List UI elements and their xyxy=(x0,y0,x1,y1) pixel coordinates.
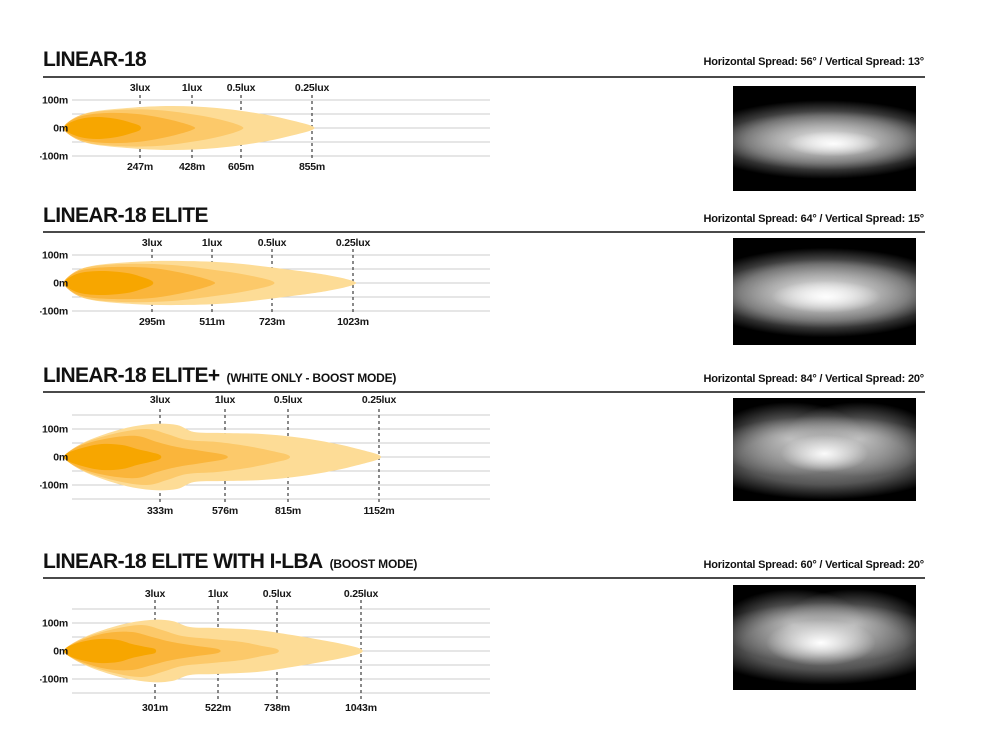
spread-info: Horizontal Spread: 60° / Vertical Spread… xyxy=(703,559,925,571)
y-axis-label: 100m xyxy=(42,424,68,436)
product-subtitle: (WHITE ONLY - BOOST MODE) xyxy=(226,371,397,385)
beam-layer-1lux xyxy=(63,631,221,671)
y-axis-label: -100m xyxy=(40,306,68,318)
beam-layer-3lux xyxy=(64,117,141,139)
y-axis-label: 100m xyxy=(42,95,68,107)
divider xyxy=(43,76,925,78)
distance-label: 301m xyxy=(142,702,168,714)
beam-distance-chart: 3lux 1lux 0.5lux 0.25lux 247m 428m 605m 855m 100… xyxy=(39,82,510,175)
y-axis-label: -100m xyxy=(40,151,68,163)
product-title: LINEAR-18 ELITE+ (WHITE ONLY - BOOST MODE… xyxy=(43,364,396,388)
lux-label: 0.25lux xyxy=(344,588,379,600)
spread-info: Horizontal Spread: 56° / Vertical Spread… xyxy=(703,56,925,68)
distance-label: 738m xyxy=(264,702,290,714)
y-axis-label: 100m xyxy=(42,250,68,262)
lux-label: 0.25lux xyxy=(362,394,397,406)
beam-layer-3lux xyxy=(63,443,162,471)
distance-label: 522m xyxy=(205,702,231,714)
distance-label: 1023m xyxy=(337,316,369,328)
y-axis-label: 0m xyxy=(53,278,68,290)
distance-label: 1043m xyxy=(345,702,377,714)
distance-label: 1152m xyxy=(363,505,394,517)
beam-distance-chart: 3lux 1lux 0.5lux 0.25lux 333m 576m 815m 1152m 10… xyxy=(39,394,510,518)
spread-info: Horizontal Spread: 84° / Vertical Spread… xyxy=(703,373,925,385)
lux-label: 3lux xyxy=(145,588,166,600)
y-axis-label: -100m xyxy=(40,674,68,686)
distance-label: 333m xyxy=(147,505,173,517)
beam-layer-3lux xyxy=(64,271,154,295)
lux-label: 3lux xyxy=(150,394,171,406)
beam-layer-0.5lux xyxy=(63,624,279,678)
lux-label: 0.5lux xyxy=(263,588,292,600)
beam-chart-svg: 3lux 1lux 0.5lux 0.25lux 301m 522m 738m 1043m 10… xyxy=(39,588,490,714)
beam-layer-1lux xyxy=(63,435,228,479)
lux-label: 0.5lux xyxy=(258,237,287,249)
lux-label: 1lux xyxy=(215,394,236,406)
distance-label: 295m xyxy=(139,316,165,328)
divider xyxy=(43,577,925,579)
product-title: LINEAR-18 xyxy=(43,48,153,72)
distance-label: 428m xyxy=(179,161,205,173)
product-title-text: LINEAR-18 ELITE WITH I-LBA xyxy=(43,550,323,573)
y-axis-label: 0m xyxy=(53,646,68,658)
beam-layer-0.25lux xyxy=(63,619,363,683)
lux-label: 0.25lux xyxy=(295,83,330,94)
beam-pattern-image xyxy=(733,585,916,690)
product-title: LINEAR-18 ELITE xyxy=(43,204,215,228)
beam-chart-svg: 3lux 1lux 0.5lux 0.25lux 247m 428m 605m 855m 100… xyxy=(39,82,490,173)
lux-label: 0.25lux xyxy=(336,237,371,249)
spread-info: Horizontal Spread: 64° / Vertical Spread… xyxy=(703,213,925,225)
lux-label: 3lux xyxy=(142,237,163,249)
divider xyxy=(43,231,925,233)
distance-label: 855m xyxy=(299,161,325,173)
lux-label: 1lux xyxy=(182,83,203,94)
distance-label: 247m xyxy=(127,161,153,173)
product-title: LINEAR-18 ELITE WITH I-LBA (BOOST MODE) xyxy=(43,550,417,574)
beam-layer-0.25lux xyxy=(63,423,382,491)
lux-label: 1lux xyxy=(202,237,223,249)
beam-pattern-image xyxy=(733,86,916,191)
y-axis-label: 0m xyxy=(53,123,68,135)
beam-chart-svg: 3lux 1lux 0.5lux 0.25lux 333m 576m 815m 1152m 10… xyxy=(39,394,490,517)
beam-distance-chart: 3lux 1lux 0.5lux 0.25lux 295m 511m 723m 1023m 10… xyxy=(39,236,510,330)
y-axis-label: 100m xyxy=(42,618,68,630)
distance-label: 605m xyxy=(228,161,254,173)
beam-layer-0.25lux xyxy=(63,106,315,150)
y-axis-label: -100m xyxy=(40,480,68,492)
beam-layer-0.5lux xyxy=(63,109,244,147)
distance-label: 815m xyxy=(275,505,301,517)
distance-label: 723m xyxy=(259,316,285,328)
beam-layer-3lux xyxy=(64,638,157,664)
beam-layer-0.5lux xyxy=(63,428,291,486)
beam-layer-0.5lux xyxy=(63,263,275,303)
beam-pattern-image xyxy=(733,238,916,345)
beam-layer-1lux xyxy=(63,266,216,300)
lux-label: 3lux xyxy=(130,83,151,94)
beam-distance-chart: 3lux 1lux 0.5lux 0.25lux 301m 522m 738m 1043m 10… xyxy=(39,588,510,714)
beam-chart-svg: 3lux 1lux 0.5lux 0.25lux 295m 511m 723m 1023m 10… xyxy=(39,237,490,328)
divider xyxy=(43,391,925,393)
distance-label: 511m xyxy=(199,316,224,328)
y-axis-label: 0m xyxy=(53,452,68,464)
beam-layer-0.25lux xyxy=(63,260,357,306)
lux-label: 1lux xyxy=(208,588,229,600)
beam-pattern-image xyxy=(733,398,916,501)
product-title-text: LINEAR-18 xyxy=(43,48,147,71)
lux-label: 0.5lux xyxy=(227,83,256,94)
lux-label: 0.5lux xyxy=(274,394,303,406)
product-title-text: LINEAR-18 ELITE+ xyxy=(43,364,220,387)
product-title-text: LINEAR-18 ELITE xyxy=(43,204,208,227)
product-subtitle: (BOOST MODE) xyxy=(329,557,418,571)
distance-label: 576m xyxy=(212,505,238,517)
beam-layer-1lux xyxy=(63,112,196,144)
